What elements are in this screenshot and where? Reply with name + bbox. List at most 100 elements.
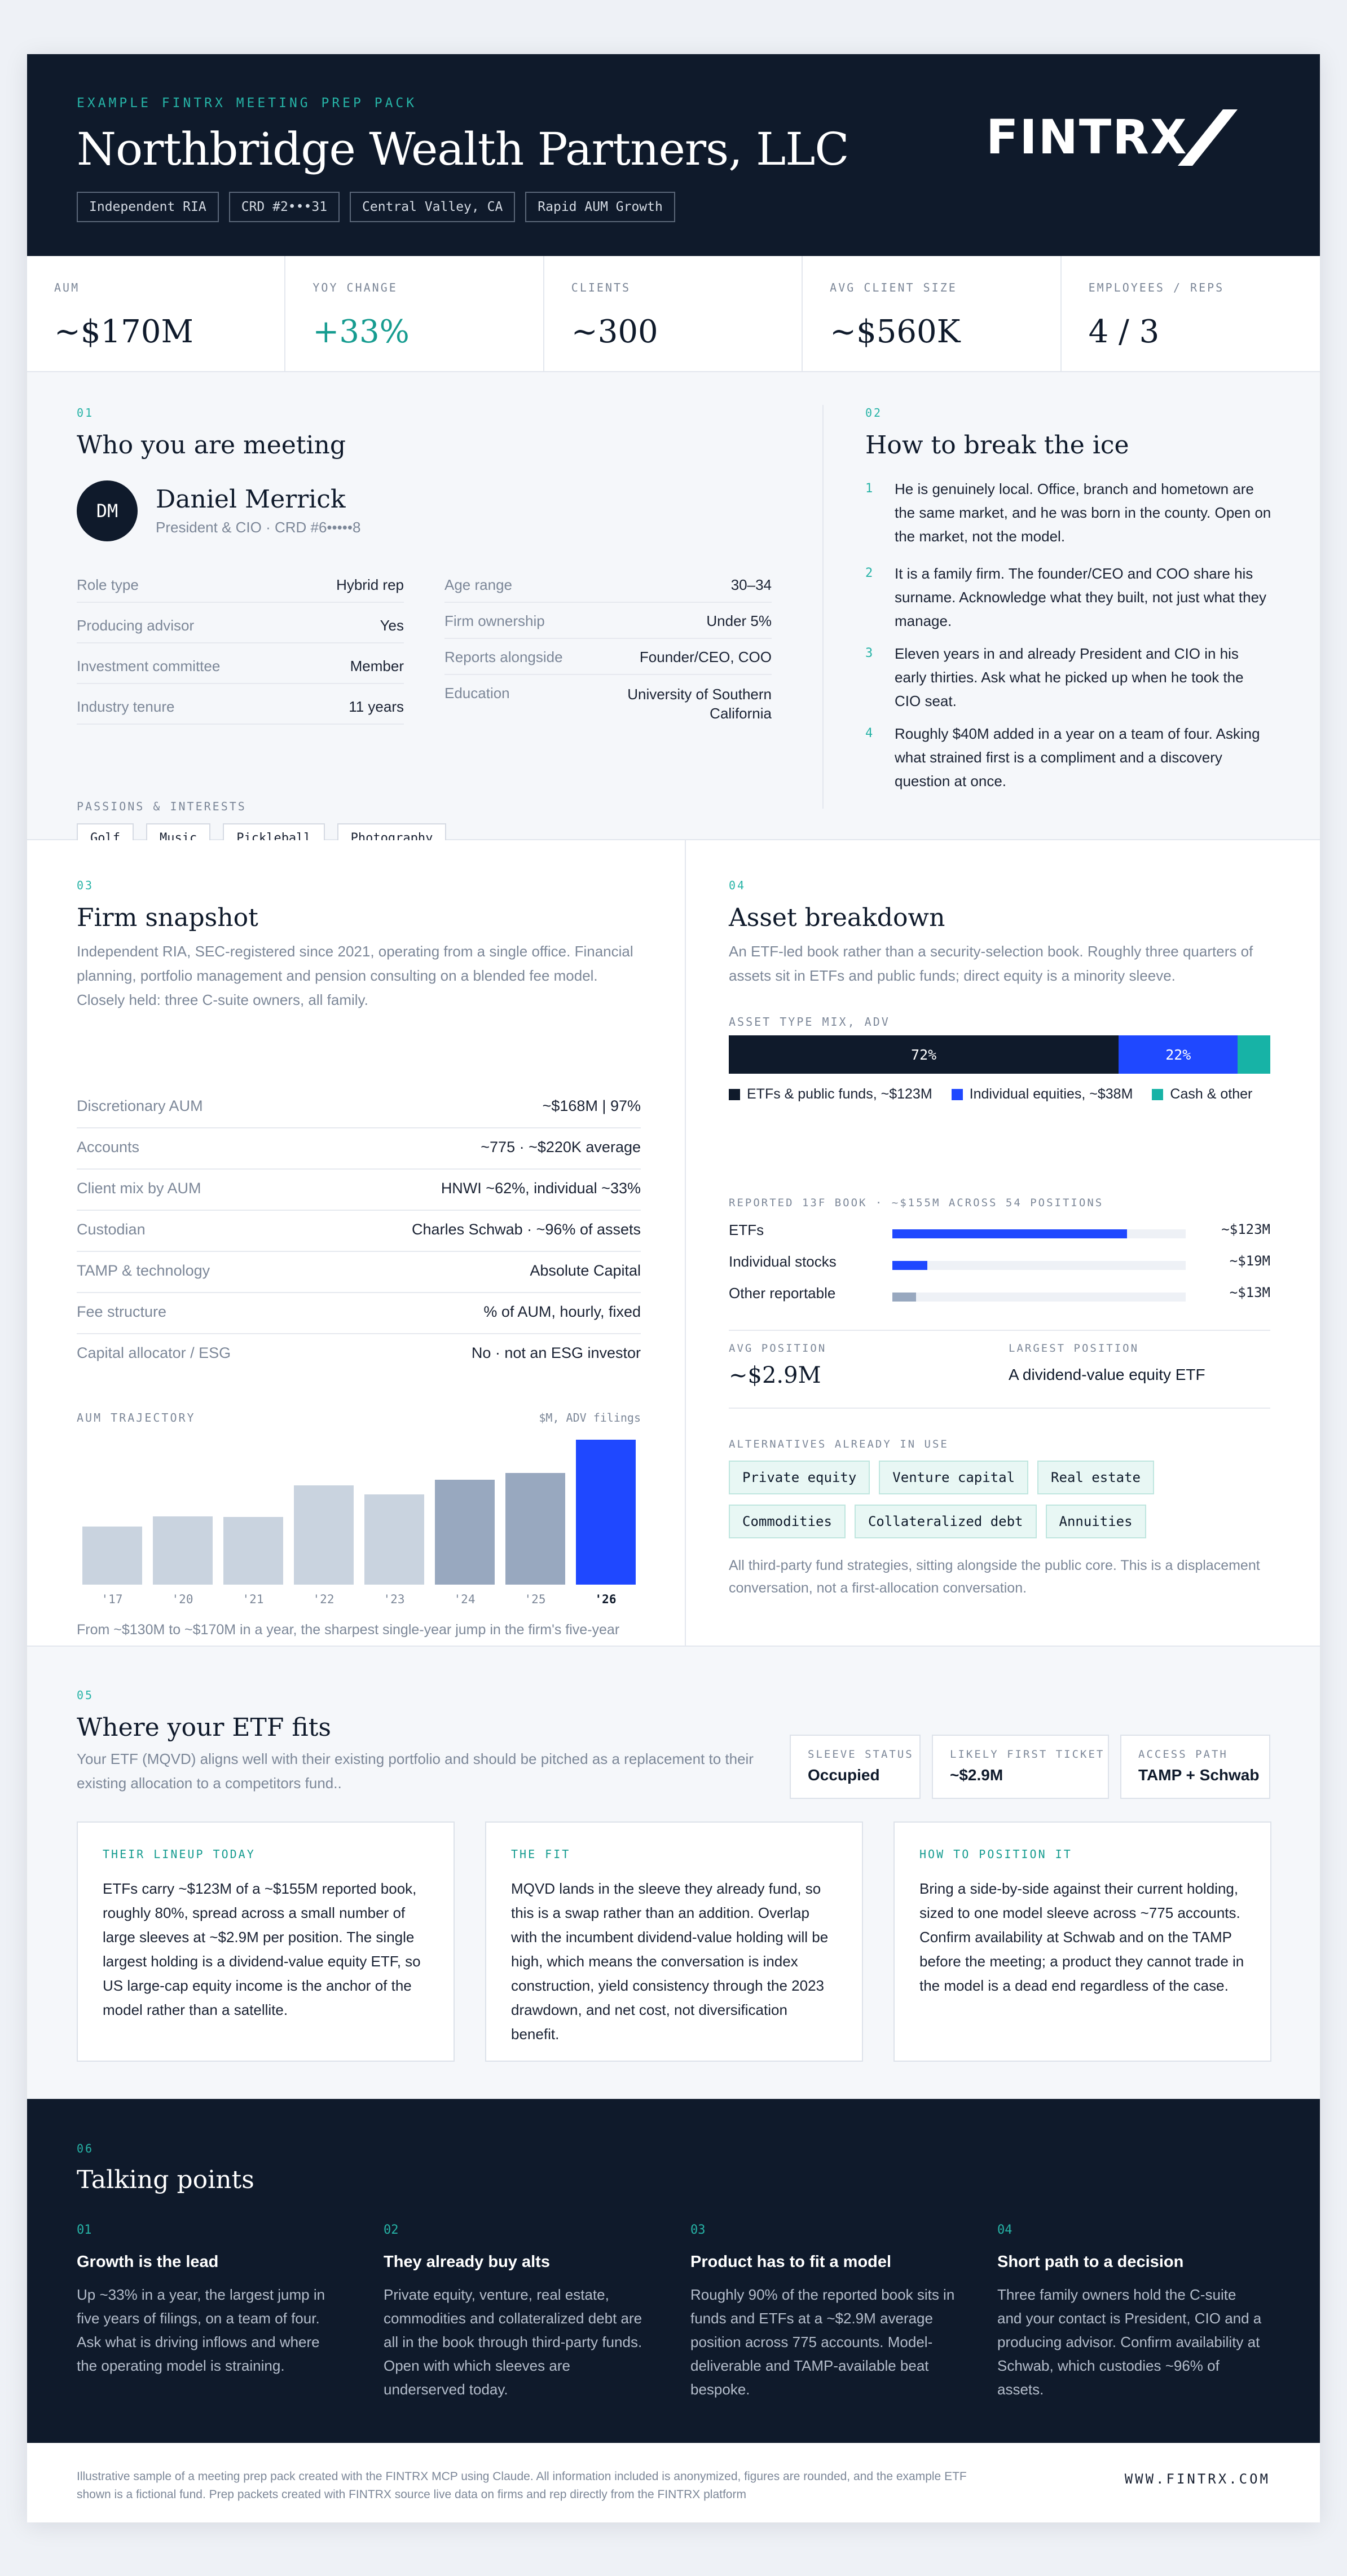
- alt-chip: Real estate: [1037, 1461, 1154, 1494]
- section-number: 02: [865, 406, 883, 420]
- card-title: THEIR LINEUP TODAY: [103, 1847, 256, 1861]
- alt-chip: Annuities: [1045, 1505, 1146, 1538]
- section-number: 06: [77, 2142, 94, 2155]
- talking-points-section: [27, 2099, 1320, 2443]
- book-bar-fill: [892, 1229, 1127, 1238]
- chart-x-tick-label: '17: [101, 1593, 123, 1606]
- stats-bar: AUM ~$170M YOY CHANGE +33% CLIENTS ~300 …: [27, 256, 1320, 372]
- firm-row-value: HNWI ~62%, individual ~33%: [441, 1180, 641, 1197]
- chart-x-tick-label: '22: [312, 1593, 334, 1606]
- stat-value: ~300: [571, 314, 658, 350]
- book-row-key: ETFs: [729, 1221, 764, 1238]
- fact-row: Industry tenure 11 years: [77, 698, 404, 725]
- logo-slash-icon: [1178, 109, 1238, 166]
- firm-row: Client mix by AUM HNWI ~62%, individual ~…: [77, 1180, 641, 1211]
- card-title: HOW TO POSITION IT: [919, 1847, 1072, 1861]
- section-heading: Who you are meeting: [77, 431, 346, 460]
- divider-line: [729, 1408, 1270, 1409]
- footer-url-link[interactable]: WWW.FINTRX.COM: [1124, 2471, 1270, 2487]
- largest-position-label: LARGEST POSITION: [1009, 1342, 1139, 1355]
- section-number: 03: [77, 879, 94, 892]
- firm-row-key: Capital allocator / ESG: [77, 1344, 231, 1361]
- first-ticket-pill: LIKELY FIRST TICKET ~$2.9M: [932, 1735, 1109, 1799]
- mix-legend: ETFs & public funds, ~$123M Individual e…: [729, 1086, 1252, 1102]
- talking-point: 02 They already buy alts Private equity, v…: [384, 2223, 649, 2401]
- alt-chip: Commodities: [729, 1505, 846, 1538]
- firm-row-value: Absolute Capital: [530, 1262, 641, 1279]
- avg-position-label: AVG POSITION: [729, 1342, 827, 1355]
- book-row-value: ~$19M: [1229, 1253, 1270, 1269]
- chart-x-tick-label: '23: [383, 1593, 405, 1606]
- card-body: MQVD lands in the sleeve they already fu…: [511, 1880, 829, 2043]
- chart-x-tick-label: '25: [524, 1593, 546, 1606]
- icebreaker-number: 1: [865, 482, 873, 496]
- stat-label: AUM: [54, 281, 80, 294]
- legend-item: ETFs & public funds, ~$123M: [729, 1086, 932, 1102]
- point-title: Growth is the lead: [77, 2253, 219, 2271]
- icebreaker-item: 3 Eleven years in and already President a…: [865, 642, 1271, 713]
- fact-value: Member: [350, 658, 404, 674]
- point-number: 03: [690, 2223, 706, 2237]
- legend-item: Individual equities, ~$38M: [951, 1086, 1133, 1102]
- meeting-prep-page: EXAMPLE FINTRX MEETING PREP PACK Northbr…: [27, 54, 1320, 2522]
- firm-row-value: Charles Schwab · ~96% of assets: [412, 1221, 641, 1238]
- icebreaker-text: Roughly $40M added in a year on a team o…: [895, 725, 1260, 789]
- mix-label: ASSET TYPE MIX, ADV: [729, 1015, 890, 1029]
- talking-point: 03 Product has to fit a model Roughly 90% …: [690, 2223, 956, 2401]
- alts-list: Private equity Venture capital Real esta…: [729, 1461, 1270, 1538]
- icebreaker-text: Eleven years in and already President an…: [895, 645, 1244, 709]
- icebreaker-item: 2 It is a family firm. The founder/CEO an…: [865, 562, 1271, 633]
- asset-mix-bar: 72% 22%: [729, 1035, 1270, 1074]
- stat-value: +33%: [312, 314, 410, 350]
- fact-value: 30–34: [730, 576, 772, 593]
- firm-row-key: TAMP & technology: [77, 1262, 210, 1279]
- firm-description: Independent RIA, SEC-registered since 20…: [77, 943, 633, 1008]
- book-bar-track: [892, 1261, 1186, 1270]
- firm-tag: CRD #2•••31: [228, 192, 340, 222]
- stat-yoy-change: YOY CHANGE +33%: [285, 256, 544, 372]
- pill-value: Occupied: [808, 1766, 880, 1784]
- fact-key: Education: [444, 685, 510, 702]
- point-number: 01: [77, 2223, 92, 2237]
- section-number: 05: [77, 1688, 94, 1702]
- stat-aum: AUM ~$170M: [27, 256, 286, 372]
- mix-segment: 22%: [1119, 1035, 1238, 1074]
- fact-row: Producing advisor Yes: [77, 617, 404, 643]
- firm-asset-section: 03 Firm snapshot Independent RIA, SEC-re…: [27, 840, 1320, 1660]
- chart-bar: [82, 1527, 142, 1585]
- stat-value: ~$560K: [830, 314, 961, 350]
- book-bar-track: [892, 1293, 1186, 1302]
- chart-bar: [364, 1494, 424, 1585]
- person-name: Daniel Merrick: [156, 485, 346, 514]
- alt-chip: Collateralized debt: [854, 1505, 1037, 1538]
- section-heading: Firm snapshot: [77, 903, 258, 932]
- fact-key: Reports alongside: [444, 649, 563, 665]
- stat-clients: CLIENTS ~300: [544, 256, 803, 372]
- divider-line: [729, 1330, 1270, 1331]
- icebreaker-number: 2: [865, 566, 873, 580]
- point-title: Product has to fit a model: [690, 2253, 892, 2271]
- firm-row: TAMP & technology Absolute Capital: [77, 1262, 641, 1293]
- book-row: Other reportable ~$13M: [729, 1285, 1270, 1307]
- stat-value: 4 / 3: [1088, 314, 1160, 350]
- chart-bar: [152, 1516, 213, 1585]
- book-row-value: ~$13M: [1229, 1285, 1270, 1300]
- etf-description: Your ETF (MQVD) aligns well with their e…: [77, 1750, 754, 1792]
- section-heading: Where your ETF fits: [77, 1713, 331, 1742]
- firm-tag: Central Valley, CA: [350, 192, 516, 222]
- chart-x-tick-label: '24: [454, 1593, 476, 1606]
- card-body: ETFs carry ~$123M of a ~$155M reported b…: [103, 1880, 421, 2018]
- stat-employees-reps: EMPLOYEES / REPS 4 / 3: [1062, 256, 1320, 372]
- stat-label: YOY CHANGE: [312, 281, 398, 294]
- icebreaker-text: He is genuinely local. Office, branch an…: [895, 480, 1271, 545]
- fact-value: 11 years: [349, 698, 404, 715]
- firm-row-value: No · not an ESG investor: [471, 1344, 641, 1361]
- sleeve-status-pill: SLEEVE STATUS Occupied: [790, 1735, 921, 1799]
- legend-swatch: [1152, 1088, 1164, 1100]
- firm-row: Custodian Charles Schwab · ~96% of assets: [77, 1221, 641, 1252]
- book-row-key: Individual stocks: [729, 1253, 837, 1270]
- firm-row-key: Client mix by AUM: [77, 1180, 201, 1197]
- icebreaker-number: 4: [865, 726, 873, 740]
- pill-label: LIKELY FIRST TICKET: [950, 1748, 1105, 1761]
- book-bar-fill: [892, 1261, 928, 1270]
